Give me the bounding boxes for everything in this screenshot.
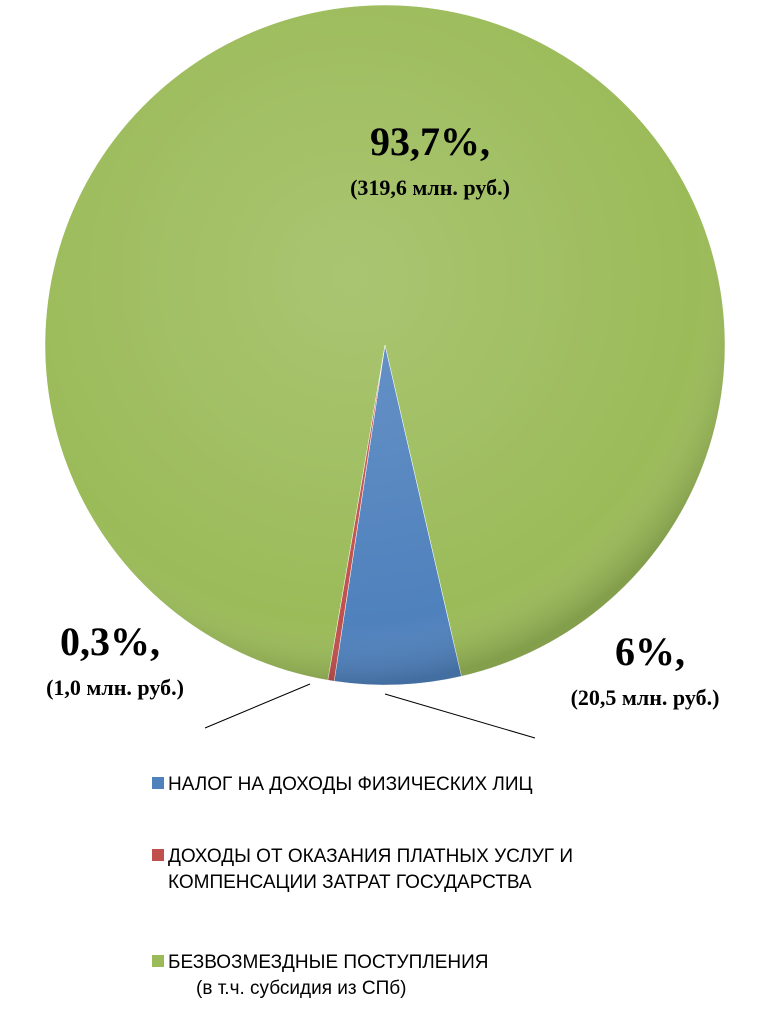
data-label-amount: (319,6 млн. руб.) bbox=[350, 175, 510, 200]
legend-item: НАЛОГ НА ДОХОДЫ ФИЗИЧЕСКИХ ЛИЦ bbox=[152, 772, 652, 798]
data-label: 6%, bbox=[615, 629, 685, 674]
legend-swatch bbox=[152, 955, 164, 967]
legend-swatch bbox=[152, 777, 164, 789]
legend-item: БЕЗВОЗМЕЗДНЫЕ ПОСТУПЛЕНИЯ (в т.ч. субсиди… bbox=[152, 950, 652, 1002]
legend-note: (в т.ч. субсидия из СПб) bbox=[196, 978, 407, 999]
legend-item: ДОХОДЫ ОТ ОКАЗАНИЯ ПЛАТНЫХ УСЛУГ И КОМПЕ… bbox=[152, 844, 652, 896]
data-label-amount: (1,0 млн. руб.) bbox=[46, 675, 184, 700]
legend-label: НАЛОГ НА ДОХОДЫ ФИЗИЧЕСКИХ ЛИЦ bbox=[168, 774, 533, 795]
data-label-amount: (20,5 млн. руб.) bbox=[571, 685, 720, 710]
legend-swatch bbox=[152, 849, 164, 861]
legend-label: БЕЗВОЗМЕЗДНЫЕ ПОСТУПЛЕНИЯ bbox=[168, 952, 489, 973]
legend-label: ДОХОДЫ ОТ ОКАЗАНИЯ ПЛАТНЫХ УСЛУГ И КОМПЕ… bbox=[168, 846, 573, 893]
leader-line bbox=[384, 693, 536, 739]
leader-line bbox=[204, 683, 311, 729]
data-label: 93,7%, bbox=[370, 119, 490, 164]
data-label: 0,3%, bbox=[60, 619, 160, 664]
